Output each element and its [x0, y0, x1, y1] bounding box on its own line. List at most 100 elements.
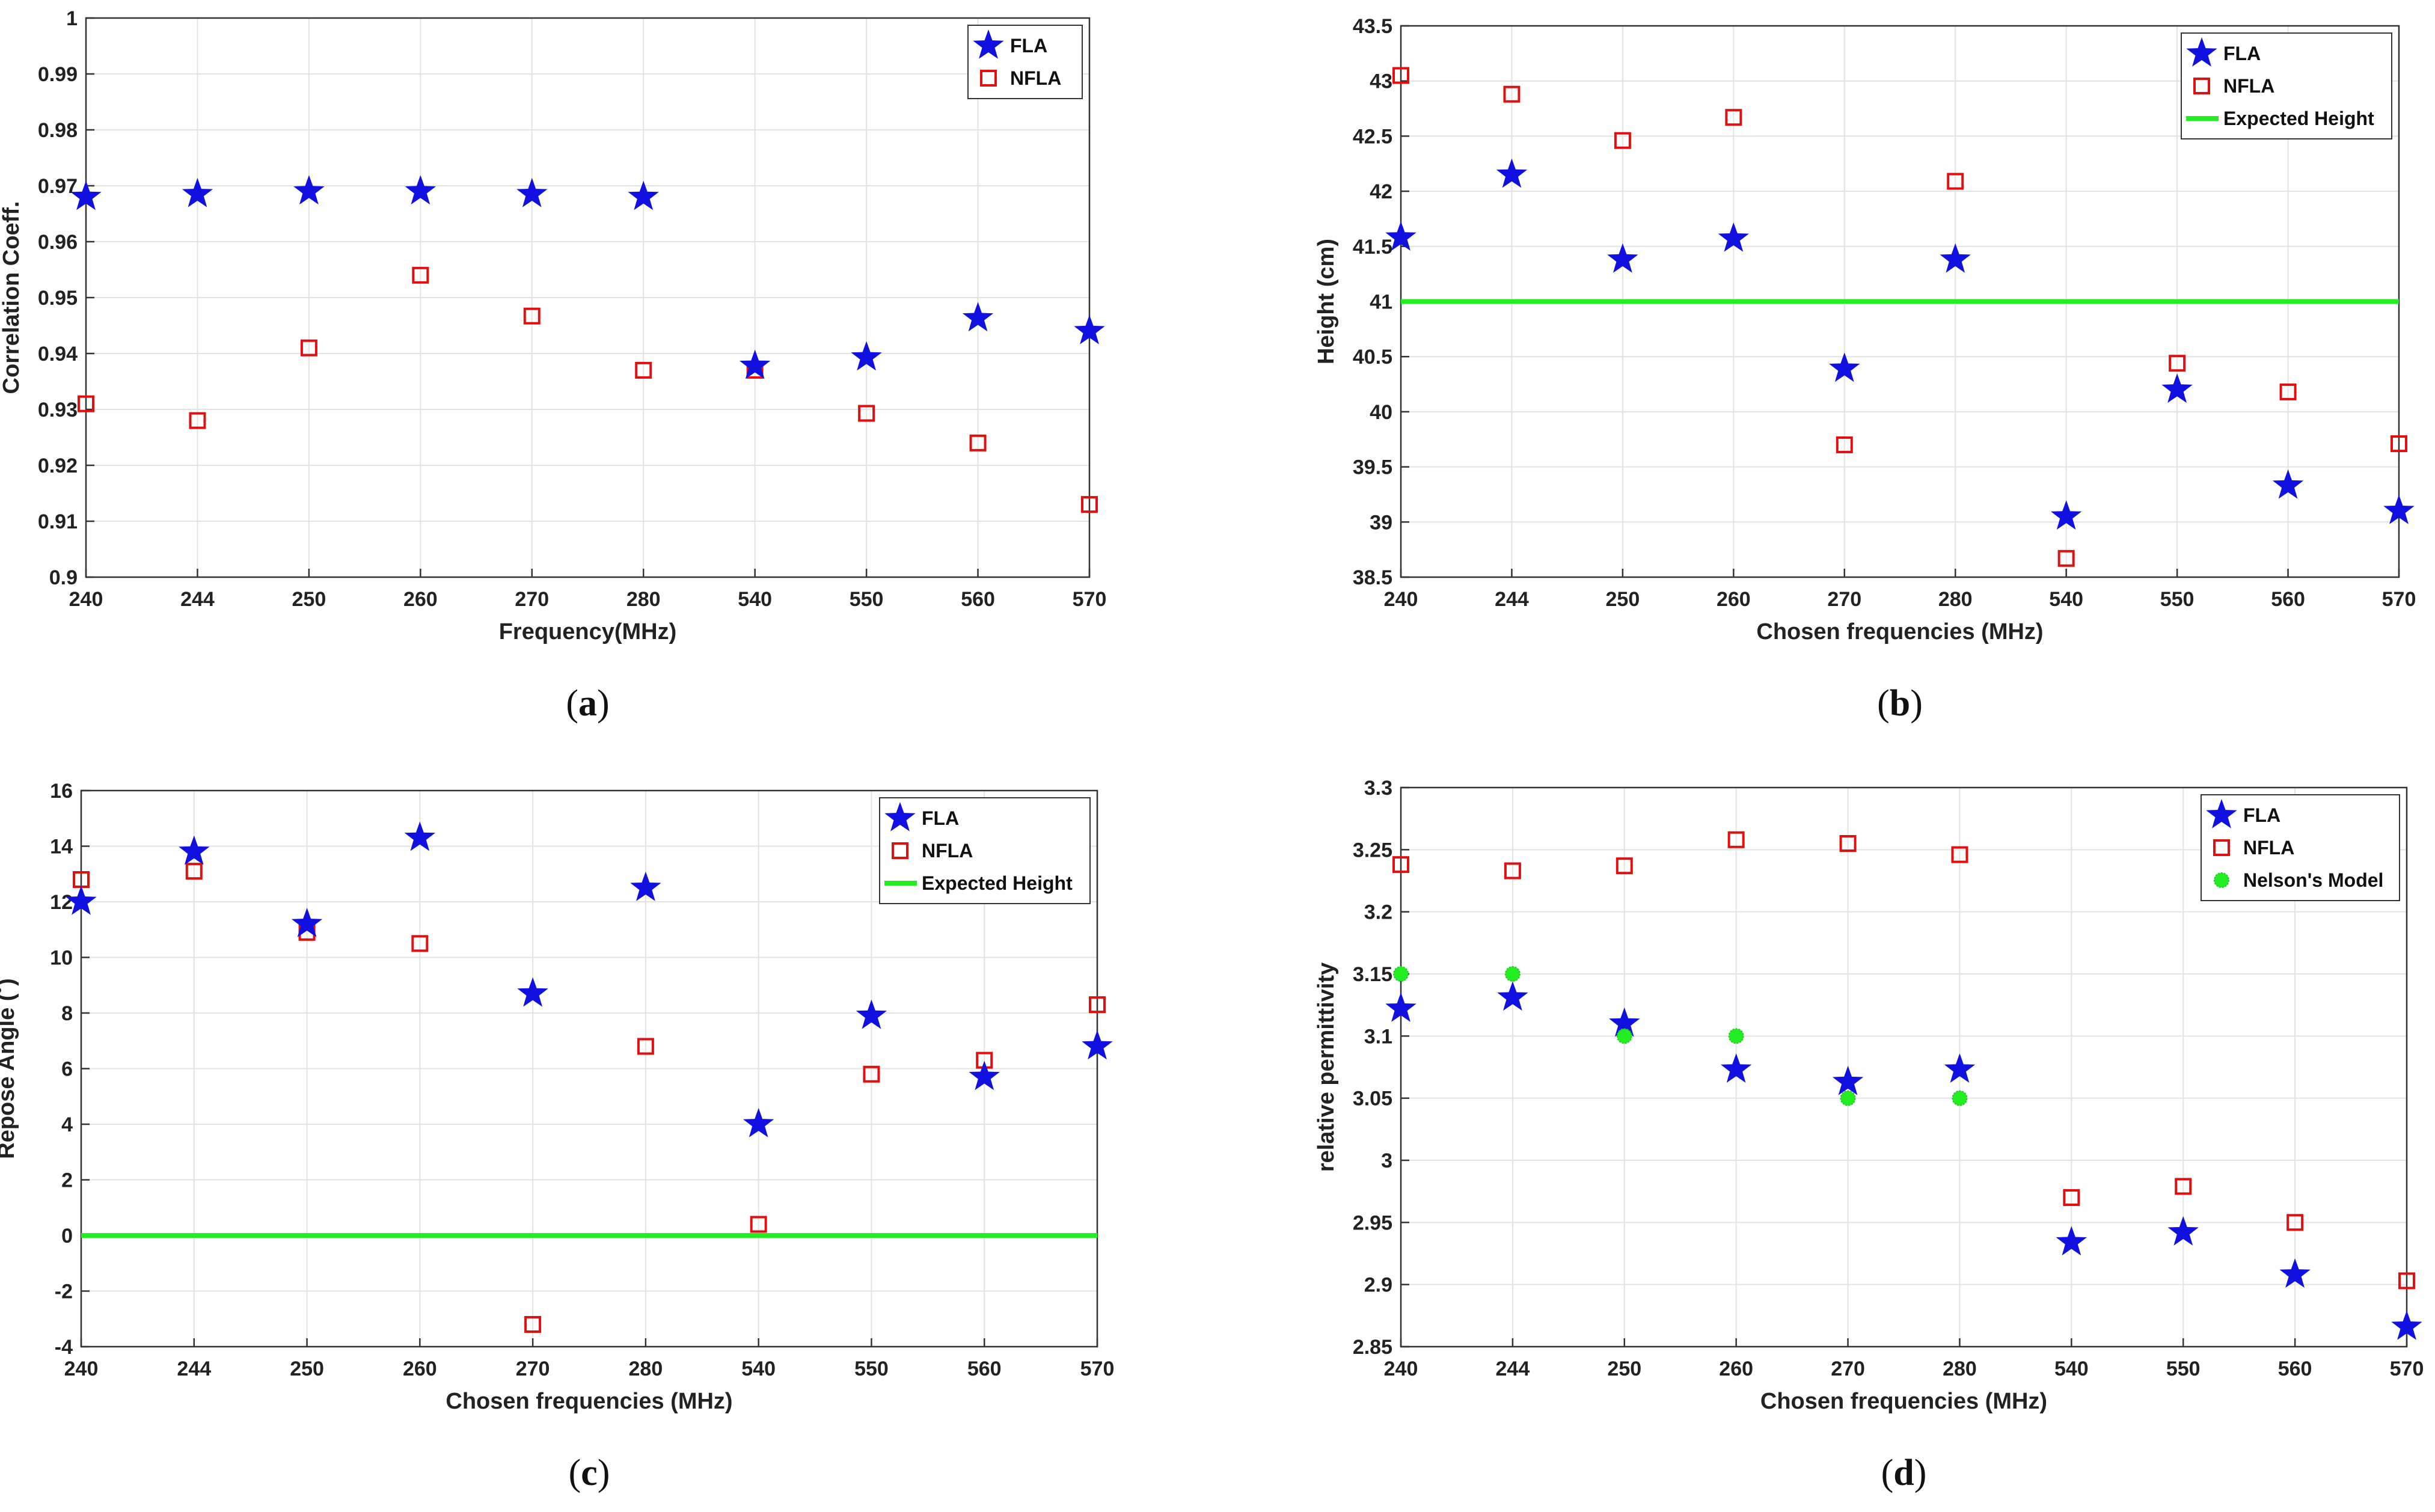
- y-tick-label: 0.91: [38, 510, 78, 533]
- data-point-fla: [2272, 469, 2304, 499]
- y-tick-label: -4: [55, 1336, 73, 1359]
- data-point-nfla: [1836, 436, 1853, 453]
- legend-marker-star: [2186, 37, 2217, 67]
- data-point-fla: [1385, 221, 1417, 251]
- data-point-nfla: [2057, 549, 2075, 567]
- data-point-fla: [1721, 1053, 1752, 1083]
- x-tick-label: 570: [2382, 588, 2416, 611]
- y-tick-label: 41: [1370, 291, 1392, 314]
- series-nfla: [1392, 67, 2407, 567]
- data-point-nfla: [1081, 496, 1098, 513]
- x-tick-label: 540: [738, 588, 772, 611]
- data-point-nfla: [1727, 831, 1745, 848]
- legend-label: NFLA: [1010, 67, 1061, 89]
- data-point-nfla: [2279, 383, 2297, 400]
- data-point-nfla: [750, 1216, 767, 1233]
- legend-marker-square: [892, 842, 908, 859]
- y-tick-label: 3.15: [1353, 963, 1392, 986]
- data-point-nfla: [411, 935, 429, 952]
- data-point-nelson: [1504, 966, 1521, 982]
- data-point-nfla: [1947, 173, 1964, 190]
- y-tick-label: 0.94: [38, 343, 78, 366]
- panel-a-correlation-coefficient: 0.9 0.91 0.92 0.93 0.94 0.95 0.96 0.97 0.98 0.99 1…: [0, 7, 1106, 724]
- data-point-nfla: [1951, 846, 1968, 863]
- y-tick-label: 3.25: [1353, 839, 1392, 862]
- data-point-nfla: [524, 1316, 542, 1333]
- data-point-nfla: [1839, 835, 1857, 852]
- y-tick-label: 0.96: [38, 231, 78, 254]
- data-point-fla: [291, 908, 323, 937]
- x-tick-label: 280: [1938, 588, 1973, 611]
- series-nelson-s-model: [1393, 966, 1968, 1106]
- x-axis-label: Frequency(MHz): [499, 619, 677, 644]
- legend-box: [2181, 32, 2392, 139]
- legend-marker-square: [980, 70, 997, 87]
- x-tick-label: 260: [1719, 1357, 1753, 1380]
- legend-label: Nelson's Model: [2243, 869, 2383, 891]
- x-tick-label: 244: [180, 588, 215, 611]
- panel-caption-letter: d: [1893, 1452, 1914, 1493]
- y-tick-label: 38.5: [1353, 566, 1392, 589]
- grid: [85, 17, 1090, 578]
- x-tick-label: 260: [1717, 588, 1751, 611]
- legend-label: NFLA: [922, 840, 973, 862]
- data-point-nfla: [1089, 996, 1106, 1014]
- data-point-nfla: [1503, 85, 1521, 103]
- x-tick-label: 244: [177, 1357, 211, 1380]
- legend-label: Expected Height: [922, 872, 1073, 894]
- data-point-fla: [2056, 1226, 2087, 1256]
- data-point-fla: [1829, 352, 1860, 382]
- x-tick-label: 550: [854, 1357, 889, 1380]
- y-tick-label: 3.1: [1364, 1025, 1392, 1048]
- y-tick-label: -2: [55, 1281, 73, 1303]
- y-tick-label: 0.92: [38, 455, 78, 477]
- x-tick-label: 550: [850, 588, 884, 611]
- legend: FLA NFLA: [967, 25, 1083, 99]
- x-tick-label: 560: [967, 1357, 1002, 1380]
- x-tick-label: 250: [290, 1357, 324, 1380]
- legend-marker-dot: [2214, 872, 2229, 888]
- y-tick-label: 39: [1370, 511, 1392, 534]
- data-point-nfla: [1614, 132, 1631, 149]
- x-tick-label: 270: [515, 588, 549, 611]
- data-point-fla: [1082, 1030, 1113, 1060]
- data-point-fla: [66, 886, 97, 915]
- y-tick-label: 3.3: [1364, 777, 1392, 800]
- data-point-fla: [856, 999, 887, 1029]
- panel-caption-letter: c: [581, 1452, 598, 1493]
- legend-label: NFLA: [2223, 75, 2274, 97]
- series-fla: [1385, 981, 2422, 1340]
- data-point-nelson: [1952, 1090, 1968, 1106]
- x-tick-label: 250: [292, 588, 326, 611]
- legend-box: [879, 797, 1091, 904]
- panel-caption: (c): [569, 1452, 610, 1493]
- y-tick-label: 2.9: [1364, 1274, 1392, 1297]
- data-point-nelson: [1393, 966, 1409, 982]
- data-point-fla: [293, 175, 325, 205]
- legend: FLA NFLA Nelson's Model: [2201, 794, 2400, 901]
- data-point-nfla: [2286, 1214, 2304, 1231]
- y-tick-label: 3.05: [1353, 1088, 1392, 1110]
- data-point-fla: [405, 175, 436, 205]
- panel-caption: (b): [1877, 683, 1923, 724]
- panel-caption-letter: a: [578, 683, 597, 724]
- y-tick-label: 40.5: [1353, 346, 1392, 369]
- data-point-fla: [1718, 222, 1749, 252]
- data-point-nfla: [412, 266, 429, 284]
- y-tick-label: 3: [1381, 1149, 1392, 1172]
- legend: FLA NFLA Expected Height: [879, 797, 1091, 904]
- y-tick-label: 2.85: [1353, 1336, 1392, 1359]
- y-tick-label: 3.2: [1364, 901, 1392, 924]
- data-point-fla: [1609, 1007, 1640, 1037]
- x-tick-label: 260: [403, 588, 438, 611]
- grid: [81, 790, 1098, 1347]
- x-tick-label: 550: [2166, 1357, 2201, 1380]
- data-point-fla: [962, 302, 994, 332]
- data-point-fla: [628, 180, 659, 210]
- data-point-fla: [2279, 1258, 2311, 1288]
- y-axis-label: Height (cm): [1314, 239, 1339, 364]
- y-tick-label: 42.5: [1353, 125, 1392, 148]
- y-tick-label: 0.97: [38, 175, 78, 198]
- panel-d-relative-permittivity: 2.85 2.9 2.95 3 3.05 3.1 3.15 3.2 3.25 3.3 240 244 2…: [1314, 777, 2424, 1493]
